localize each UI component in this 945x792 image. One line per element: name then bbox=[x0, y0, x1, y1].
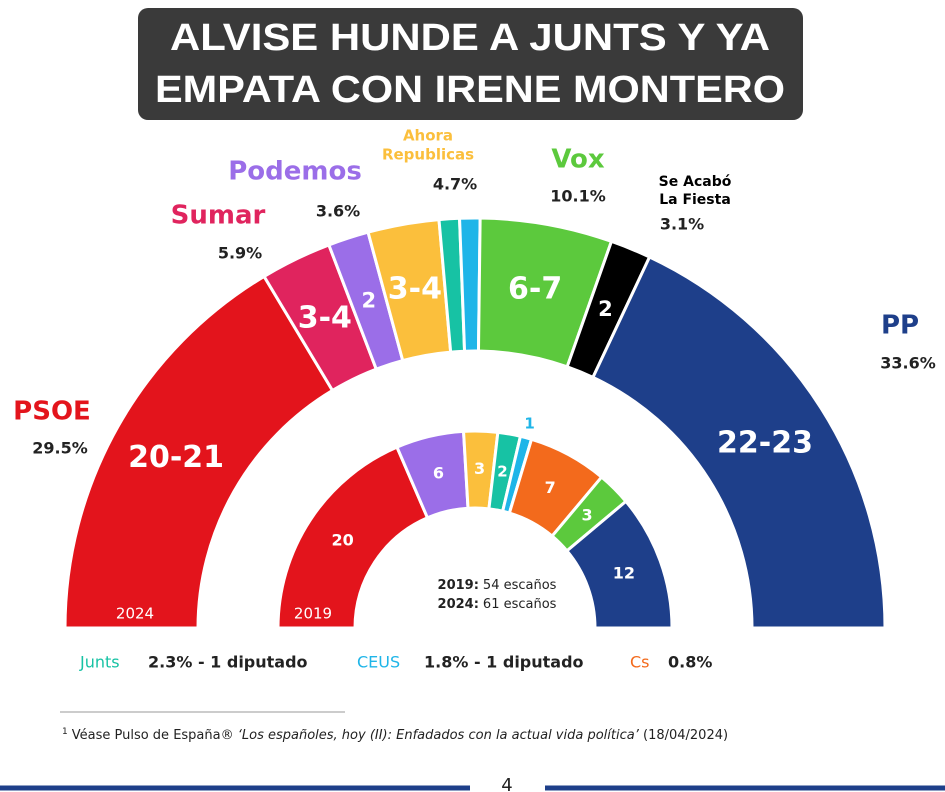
banner-box bbox=[138, 8, 803, 120]
seat-label: 1 bbox=[524, 415, 534, 433]
seat-label: 3 bbox=[474, 459, 485, 478]
seat-label: 20-21 bbox=[128, 440, 224, 475]
party-name: PSOE bbox=[13, 397, 91, 427]
seat-total: 2019: 54 escaños bbox=[438, 578, 557, 593]
vote-share: 10.1% bbox=[550, 187, 606, 206]
minor-detail: 2.3% - 1 diputado bbox=[148, 653, 308, 672]
party-name: Vox bbox=[551, 145, 605, 175]
vote-share: 3.6% bbox=[316, 202, 360, 221]
seat-label: 7 bbox=[545, 478, 556, 497]
minor-detail: 0.8% bbox=[668, 653, 712, 672]
total-seats: 54 escaños bbox=[483, 578, 557, 593]
banner-line: ALVISE HUNDE A JUNTS Y YA bbox=[170, 17, 770, 59]
seat-total: 2024: 61 escaños bbox=[438, 597, 557, 612]
total-seats: 61 escaños bbox=[483, 597, 557, 612]
vote-share: 29.5% bbox=[32, 439, 88, 458]
total-year: 2019: bbox=[438, 578, 479, 593]
minor-detail: 1.8% - 1 diputado bbox=[424, 653, 584, 672]
footnote-mark: 1 bbox=[62, 727, 68, 737]
footnote-title: ‘Los españoles, hoy (II): Enfadados con … bbox=[238, 728, 640, 743]
page-number: 4 bbox=[501, 775, 512, 792]
seat-label: 22-23 bbox=[717, 425, 813, 460]
total-year: 2024: bbox=[438, 597, 479, 612]
seat-label: 20 bbox=[331, 530, 353, 549]
minor-party: CEUS bbox=[357, 653, 400, 672]
party-name: Republicas bbox=[382, 146, 474, 164]
vote-share: 33.6% bbox=[880, 354, 936, 373]
seat-segment bbox=[564, 499, 674, 630]
vote-share: 4.7% bbox=[433, 175, 477, 194]
year-label: 2019 bbox=[294, 605, 332, 623]
seat-label: 6-7 bbox=[508, 271, 562, 306]
seat-label: 3-4 bbox=[388, 271, 442, 306]
party-name: Sumar bbox=[171, 201, 266, 231]
party-name: Ahora bbox=[403, 127, 453, 145]
party-name: Se Acabó bbox=[659, 174, 732, 190]
footnote-date: (18/04/2024) bbox=[639, 728, 728, 743]
seat-label: 3-4 bbox=[298, 301, 352, 336]
seat-segment bbox=[63, 274, 335, 630]
seat-label: 3 bbox=[582, 505, 593, 524]
footnote-text: Véase Pulso de España® bbox=[72, 728, 238, 743]
minor-party: Junts bbox=[79, 653, 120, 672]
party-name: Podemos bbox=[228, 157, 362, 187]
footnote: 1 Véase Pulso de España® ‘Los españoles, … bbox=[62, 727, 728, 743]
year-label: 2024 bbox=[116, 605, 154, 623]
banner-line: EMPATA CON IRENE MONTERO bbox=[155, 69, 785, 111]
party-name: La Fiesta bbox=[659, 192, 731, 208]
seat-label: 2 bbox=[598, 297, 613, 321]
seat-label: 2 bbox=[362, 288, 377, 312]
seat-label: 12 bbox=[613, 563, 635, 582]
seat-label: 2 bbox=[497, 462, 507, 480]
minor-party: Cs bbox=[630, 653, 650, 672]
party-name: PP bbox=[881, 311, 919, 341]
seat-segment bbox=[457, 216, 482, 353]
vote-share: 3.1% bbox=[660, 215, 704, 234]
seat-segment bbox=[590, 255, 887, 630]
seat-label: 6 bbox=[433, 463, 444, 482]
vote-share: 5.9% bbox=[218, 244, 262, 263]
